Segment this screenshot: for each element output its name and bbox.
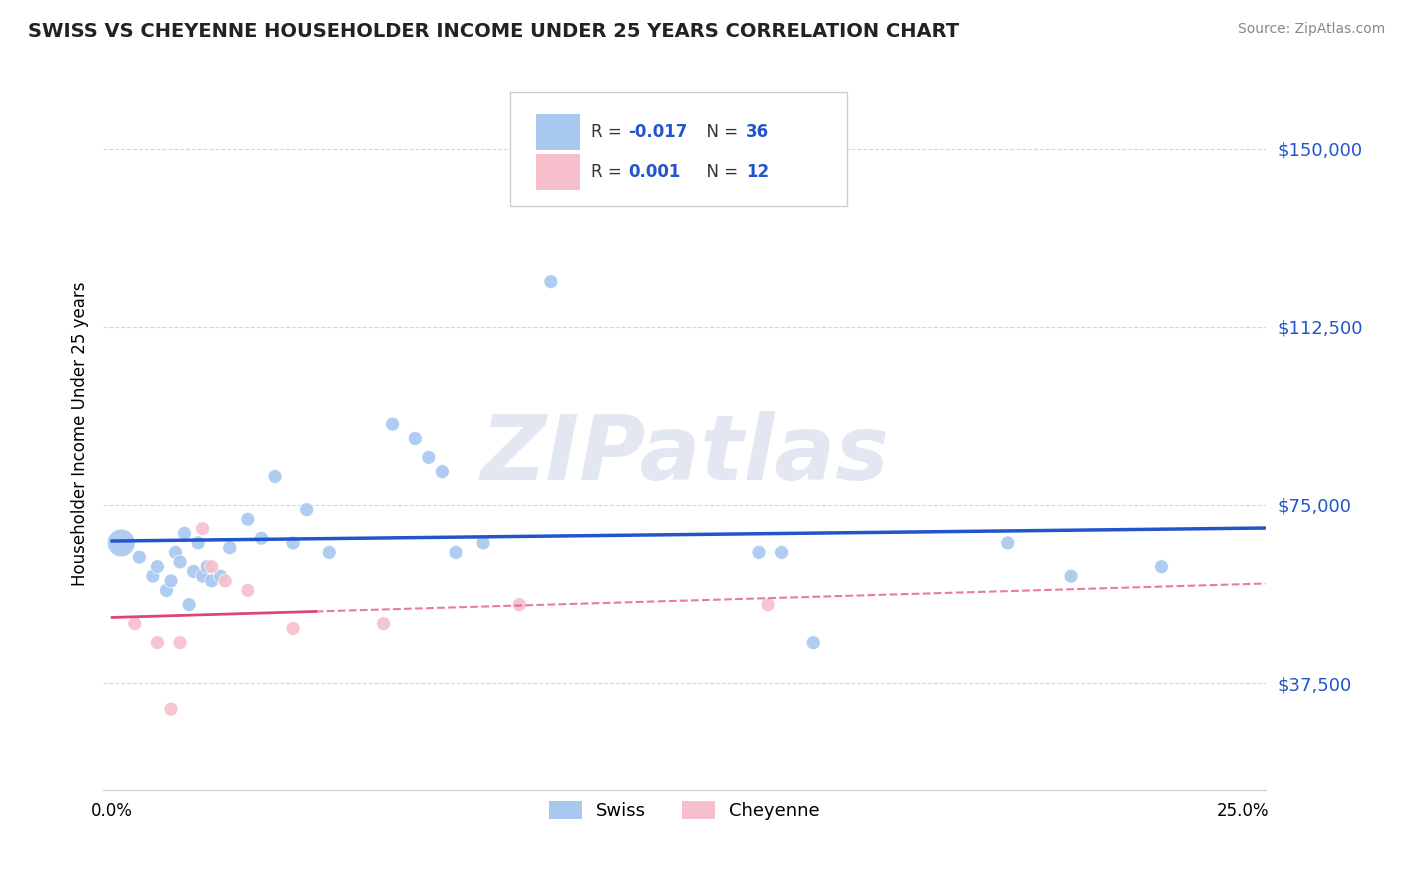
Point [444, 545, 467, 559]
Text: N =: N = [696, 123, 744, 141]
Text: 0.001: 0.001 [628, 163, 681, 181]
Point [281, 536, 304, 550]
Point [124, 616, 146, 631]
Point [318, 545, 340, 559]
Point [1150, 559, 1173, 574]
Text: 12: 12 [747, 163, 769, 181]
Point [432, 465, 454, 479]
Point [146, 635, 169, 649]
Point [160, 702, 183, 716]
Point [191, 522, 214, 536]
Point [997, 536, 1019, 550]
Point [748, 545, 770, 559]
Point [155, 583, 177, 598]
Point [236, 512, 259, 526]
Point [183, 565, 205, 579]
Point [195, 559, 218, 574]
Text: 36: 36 [747, 123, 769, 141]
Point [165, 545, 187, 559]
Text: -0.017: -0.017 [628, 123, 688, 141]
Point [187, 536, 209, 550]
Point [801, 635, 824, 649]
Point [373, 616, 395, 631]
Point [264, 469, 287, 483]
Legend: Swiss, Cheyenne: Swiss, Cheyenne [534, 786, 834, 834]
Point [146, 559, 169, 574]
Point [169, 635, 191, 649]
Point [295, 502, 318, 516]
Point [142, 569, 165, 583]
Point [250, 531, 273, 545]
Point [540, 275, 562, 289]
FancyBboxPatch shape [536, 114, 579, 150]
Y-axis label: Householder Income Under 25 years: Householder Income Under 25 years [72, 282, 89, 586]
Point [160, 574, 183, 588]
Point [128, 550, 150, 565]
Point [177, 598, 200, 612]
Point [770, 545, 793, 559]
Point [418, 450, 440, 465]
Point [169, 555, 191, 569]
Text: ZIPatlas: ZIPatlas [479, 411, 889, 499]
Point [110, 536, 132, 550]
Point [191, 569, 214, 583]
Point [281, 622, 304, 636]
Point [381, 417, 404, 432]
FancyBboxPatch shape [510, 92, 846, 206]
Point [209, 569, 232, 583]
Point [508, 598, 530, 612]
Point [472, 536, 495, 550]
Point [1060, 569, 1083, 583]
Text: R =: R = [592, 163, 627, 181]
Text: N =: N = [696, 163, 744, 181]
Point [201, 559, 224, 574]
Point [236, 583, 259, 598]
Point [173, 526, 195, 541]
Point [756, 598, 779, 612]
FancyBboxPatch shape [536, 154, 579, 190]
Point [218, 541, 240, 555]
Text: Source: ZipAtlas.com: Source: ZipAtlas.com [1237, 22, 1385, 37]
Point [214, 574, 236, 588]
Point [404, 432, 426, 446]
Point [201, 574, 224, 588]
Text: R =: R = [592, 123, 627, 141]
Text: SWISS VS CHEYENNE HOUSEHOLDER INCOME UNDER 25 YEARS CORRELATION CHART: SWISS VS CHEYENNE HOUSEHOLDER INCOME UND… [28, 22, 959, 41]
